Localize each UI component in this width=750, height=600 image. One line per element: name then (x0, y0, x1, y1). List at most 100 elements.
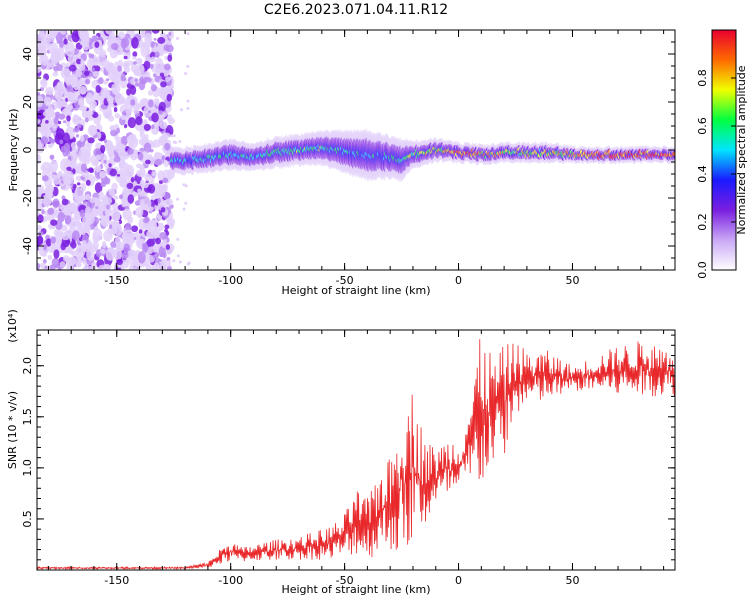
spectrogram-xlabel: Height of straight line (km) (281, 284, 430, 297)
noise-blob (108, 163, 112, 168)
noise-blob (172, 134, 176, 138)
noise-blob (138, 167, 146, 178)
noise-blob (47, 254, 53, 260)
noise-blob (78, 77, 87, 86)
noise-blob (140, 43, 150, 58)
noise-blob (92, 70, 100, 78)
noise-blob (56, 64, 63, 72)
noise-blob (78, 155, 85, 161)
noise-blob (121, 251, 129, 259)
noise-blob (107, 167, 112, 172)
noise-blob (136, 58, 143, 65)
noise-blob (137, 251, 146, 264)
noise-blob (61, 231, 71, 241)
noise-blob (75, 134, 80, 138)
noise-blob (127, 147, 134, 155)
noise-blob (154, 158, 163, 166)
colorbar-tick-label: 0.4 (696, 165, 709, 183)
noise-blob (126, 88, 132, 96)
noise-blob (67, 54, 75, 64)
noise-blob (94, 41, 100, 48)
noise-blob (42, 194, 52, 207)
noise-blob (83, 223, 91, 233)
snr-xtick-label: 50 (565, 574, 579, 587)
snr-plot-area (37, 339, 675, 570)
noise-blob (78, 147, 89, 164)
colorbar-tick-label: 0.0 (696, 261, 709, 279)
noise-blob (139, 164, 145, 170)
noise-blob (163, 44, 170, 52)
noise-blob (123, 66, 131, 73)
noise-blob (57, 211, 65, 223)
noise-blob (144, 76, 149, 81)
noise-blob (157, 186, 166, 198)
noise-blob (95, 206, 99, 209)
noise-blob (42, 258, 47, 264)
noise-blob (139, 132, 146, 139)
noise-blob (163, 192, 171, 200)
noise-blob (153, 262, 160, 270)
noise-blob (108, 224, 113, 229)
noise-blob (65, 247, 71, 253)
noise-blob (37, 184, 45, 194)
noise-blob (66, 115, 71, 122)
noise-blob (104, 263, 111, 270)
noise-blob (116, 127, 120, 134)
noise-blob (135, 206, 144, 218)
noise-blob (51, 31, 58, 37)
noise-blob (132, 56, 137, 60)
noise-blob (172, 140, 176, 144)
noise-blob (143, 217, 150, 224)
noise-blob (56, 99, 63, 109)
noise-blob (114, 113, 121, 119)
noise-blob (103, 160, 107, 164)
noise-blob (167, 117, 175, 125)
noise-blob (67, 105, 73, 111)
noise-blob (50, 219, 58, 226)
noise-blob (58, 170, 63, 177)
noise-blob (85, 179, 91, 186)
noise-blob (135, 116, 143, 126)
noise-blob (94, 165, 102, 173)
noise-blob (72, 114, 81, 125)
noise-blob (170, 85, 174, 89)
noise-blob (110, 42, 119, 51)
noise-blob (84, 194, 91, 201)
noise-blob (108, 68, 116, 81)
noise-blob (144, 134, 149, 140)
spectrogram-xtick-label: 0 (455, 274, 462, 287)
noise-blob (146, 238, 156, 247)
noise-blob (53, 249, 60, 259)
noise-blob (100, 181, 107, 188)
noise-blob (110, 129, 118, 137)
snr-series-line (37, 339, 675, 570)
noise-blob (45, 120, 49, 124)
noise-blob (80, 59, 85, 66)
noise-blob (96, 131, 102, 140)
noise-blob (100, 248, 106, 254)
noise-blob (76, 182, 81, 186)
snr-ytick-label: 1.5 (21, 408, 34, 426)
noise-blob (114, 236, 121, 246)
noise-blob (135, 238, 144, 248)
noise-blob (123, 169, 129, 176)
noise-blob (182, 207, 186, 211)
noise-blob (158, 101, 166, 112)
colorbar-label: Normalized spectral amplitude (735, 65, 748, 234)
noise-blob (82, 266, 89, 270)
noise-blob (47, 207, 55, 215)
noise-blob (176, 197, 180, 201)
noise-blob (65, 159, 72, 167)
noise-blob (164, 142, 171, 151)
noise-blob (37, 110, 45, 120)
noise-blob (182, 183, 186, 187)
noise-blob (187, 261, 191, 265)
noise-blob (94, 182, 103, 194)
noise-blob (113, 88, 118, 96)
noise-blob (186, 64, 190, 68)
noise-blob (151, 219, 158, 225)
noise-blob (131, 225, 139, 233)
noise-blob (58, 113, 66, 120)
noise-blob (160, 207, 166, 213)
